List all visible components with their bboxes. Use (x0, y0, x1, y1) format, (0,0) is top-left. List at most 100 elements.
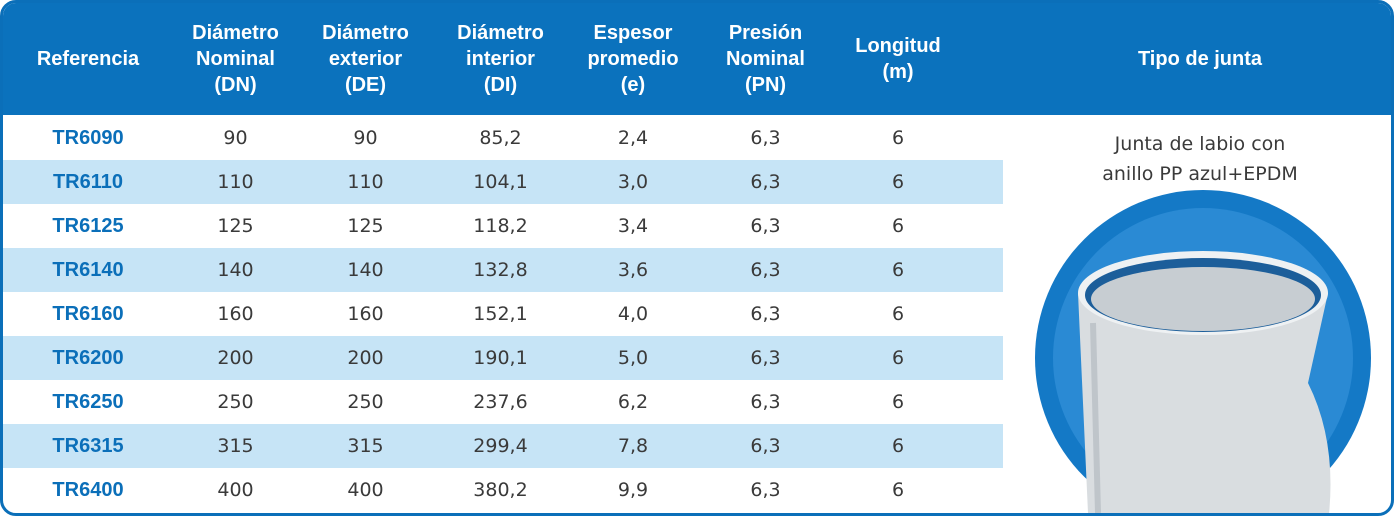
value-text: 6 (892, 435, 904, 457)
reference-text: TR6315 (52, 435, 123, 458)
value-cell: 299,4 (433, 424, 568, 468)
value-cell: 190,1 (433, 336, 568, 380)
value-text: 104,1 (473, 171, 527, 193)
value-text: 200 (217, 347, 253, 369)
header-line: Diámetro (192, 20, 279, 46)
value-cell: 6,3 (698, 204, 833, 248)
value-cell: 104,1 (433, 160, 568, 204)
value-cell: 3,0 (568, 160, 698, 204)
value-cell: 6 (833, 468, 963, 512)
header-line: (PN) (745, 72, 786, 98)
value-cell: 400 (173, 468, 298, 512)
value-text: 160 (347, 303, 383, 325)
value-text: 6,3 (750, 259, 780, 281)
value-cell: 6 (833, 116, 963, 160)
reference-text: TR6090 (52, 127, 123, 150)
value-cell: 380,2 (433, 468, 568, 512)
reference-text: TR6250 (52, 391, 123, 414)
value-cell: 118,2 (433, 204, 568, 248)
value-text: 90 (353, 127, 377, 149)
header-line: Longitud (855, 33, 941, 59)
value-cell: 6 (833, 248, 963, 292)
value-cell: 6,3 (698, 424, 833, 468)
value-text: 132,8 (473, 259, 527, 281)
header-line: Espesor (594, 20, 673, 46)
pipe-image (1003, 183, 1394, 516)
value-text: 6 (892, 127, 904, 149)
value-text: 250 (347, 391, 383, 413)
value-text: 6 (892, 391, 904, 413)
reference-text: TR6400 (52, 479, 123, 502)
reference-text: TR6160 (52, 303, 123, 326)
value-text: 400 (347, 479, 383, 501)
header-line: (DI) (484, 72, 517, 98)
header-line: (e) (621, 72, 645, 98)
reference: TR6090 (3, 116, 173, 160)
value-cell: 160 (298, 292, 433, 336)
value-text: 6,2 (618, 391, 648, 413)
value-text: 152,1 (473, 303, 527, 325)
value-cell: 6,3 (698, 336, 833, 380)
value-text: 3,4 (618, 215, 648, 237)
header-line: Tipo de junta (1138, 46, 1262, 72)
value-text: 6,3 (750, 171, 780, 193)
value-cell: 140 (173, 248, 298, 292)
value-cell: 9,9 (568, 468, 698, 512)
value-text: 6 (892, 347, 904, 369)
value-cell: 110 (298, 160, 433, 204)
value-text: 6 (892, 215, 904, 237)
value-cell: 6 (833, 292, 963, 336)
header-line: Presión (729, 20, 802, 46)
value-text: 110 (347, 171, 383, 193)
value-text: 6 (892, 303, 904, 325)
value-text: 118,2 (473, 215, 527, 237)
header-line: Referencia (37, 46, 139, 72)
value-text: 6,3 (750, 479, 780, 501)
value-cell: 200 (298, 336, 433, 380)
value-text: 6 (892, 479, 904, 501)
value-cell: 85,2 (433, 116, 568, 160)
value-cell: 6,3 (698, 160, 833, 204)
value-text: 200 (347, 347, 383, 369)
reference-text: TR6200 (52, 347, 123, 370)
header-cell: Tipo de junta (1003, 3, 1394, 115)
reference: TR6110 (3, 160, 173, 204)
value-text: 190,1 (473, 347, 527, 369)
value-text: 6 (892, 171, 904, 193)
value-cell: 6 (833, 204, 963, 248)
reference: TR6160 (3, 292, 173, 336)
value-cell: 5,0 (568, 336, 698, 380)
value-text: 9,9 (618, 479, 648, 501)
product-table: Junta de labio conanillo PP azul+EPDM Re… (0, 0, 1394, 516)
header-line: Diámetro (457, 20, 544, 46)
value-cell: 6,3 (698, 292, 833, 336)
value-text: 125 (217, 215, 253, 237)
value-cell: 6 (833, 160, 963, 204)
value-text: 6,3 (750, 127, 780, 149)
value-text: 125 (347, 215, 383, 237)
value-text: 315 (347, 435, 383, 457)
header-line: Nominal (196, 46, 275, 72)
header-line: (m) (882, 59, 913, 85)
reference: TR6200 (3, 336, 173, 380)
value-text: 140 (347, 259, 383, 281)
header-line: Nominal (726, 46, 805, 72)
value-text: 85,2 (479, 127, 521, 149)
value-cell: 152,1 (433, 292, 568, 336)
value-cell: 3,4 (568, 204, 698, 248)
value-cell: 6,3 (698, 468, 833, 512)
header-cell: Longitud(m) (833, 3, 963, 115)
reference-text: TR6125 (52, 215, 123, 238)
value-text: 299,4 (473, 435, 527, 457)
value-text: 6 (892, 259, 904, 281)
value-text: 110 (217, 171, 253, 193)
value-text: 2,4 (618, 127, 648, 149)
reference: TR6400 (3, 468, 173, 512)
value-cell: 6,3 (698, 380, 833, 424)
header-cell: Referencia (3, 3, 173, 115)
value-text: 90 (223, 127, 247, 149)
value-cell: 90 (298, 116, 433, 160)
